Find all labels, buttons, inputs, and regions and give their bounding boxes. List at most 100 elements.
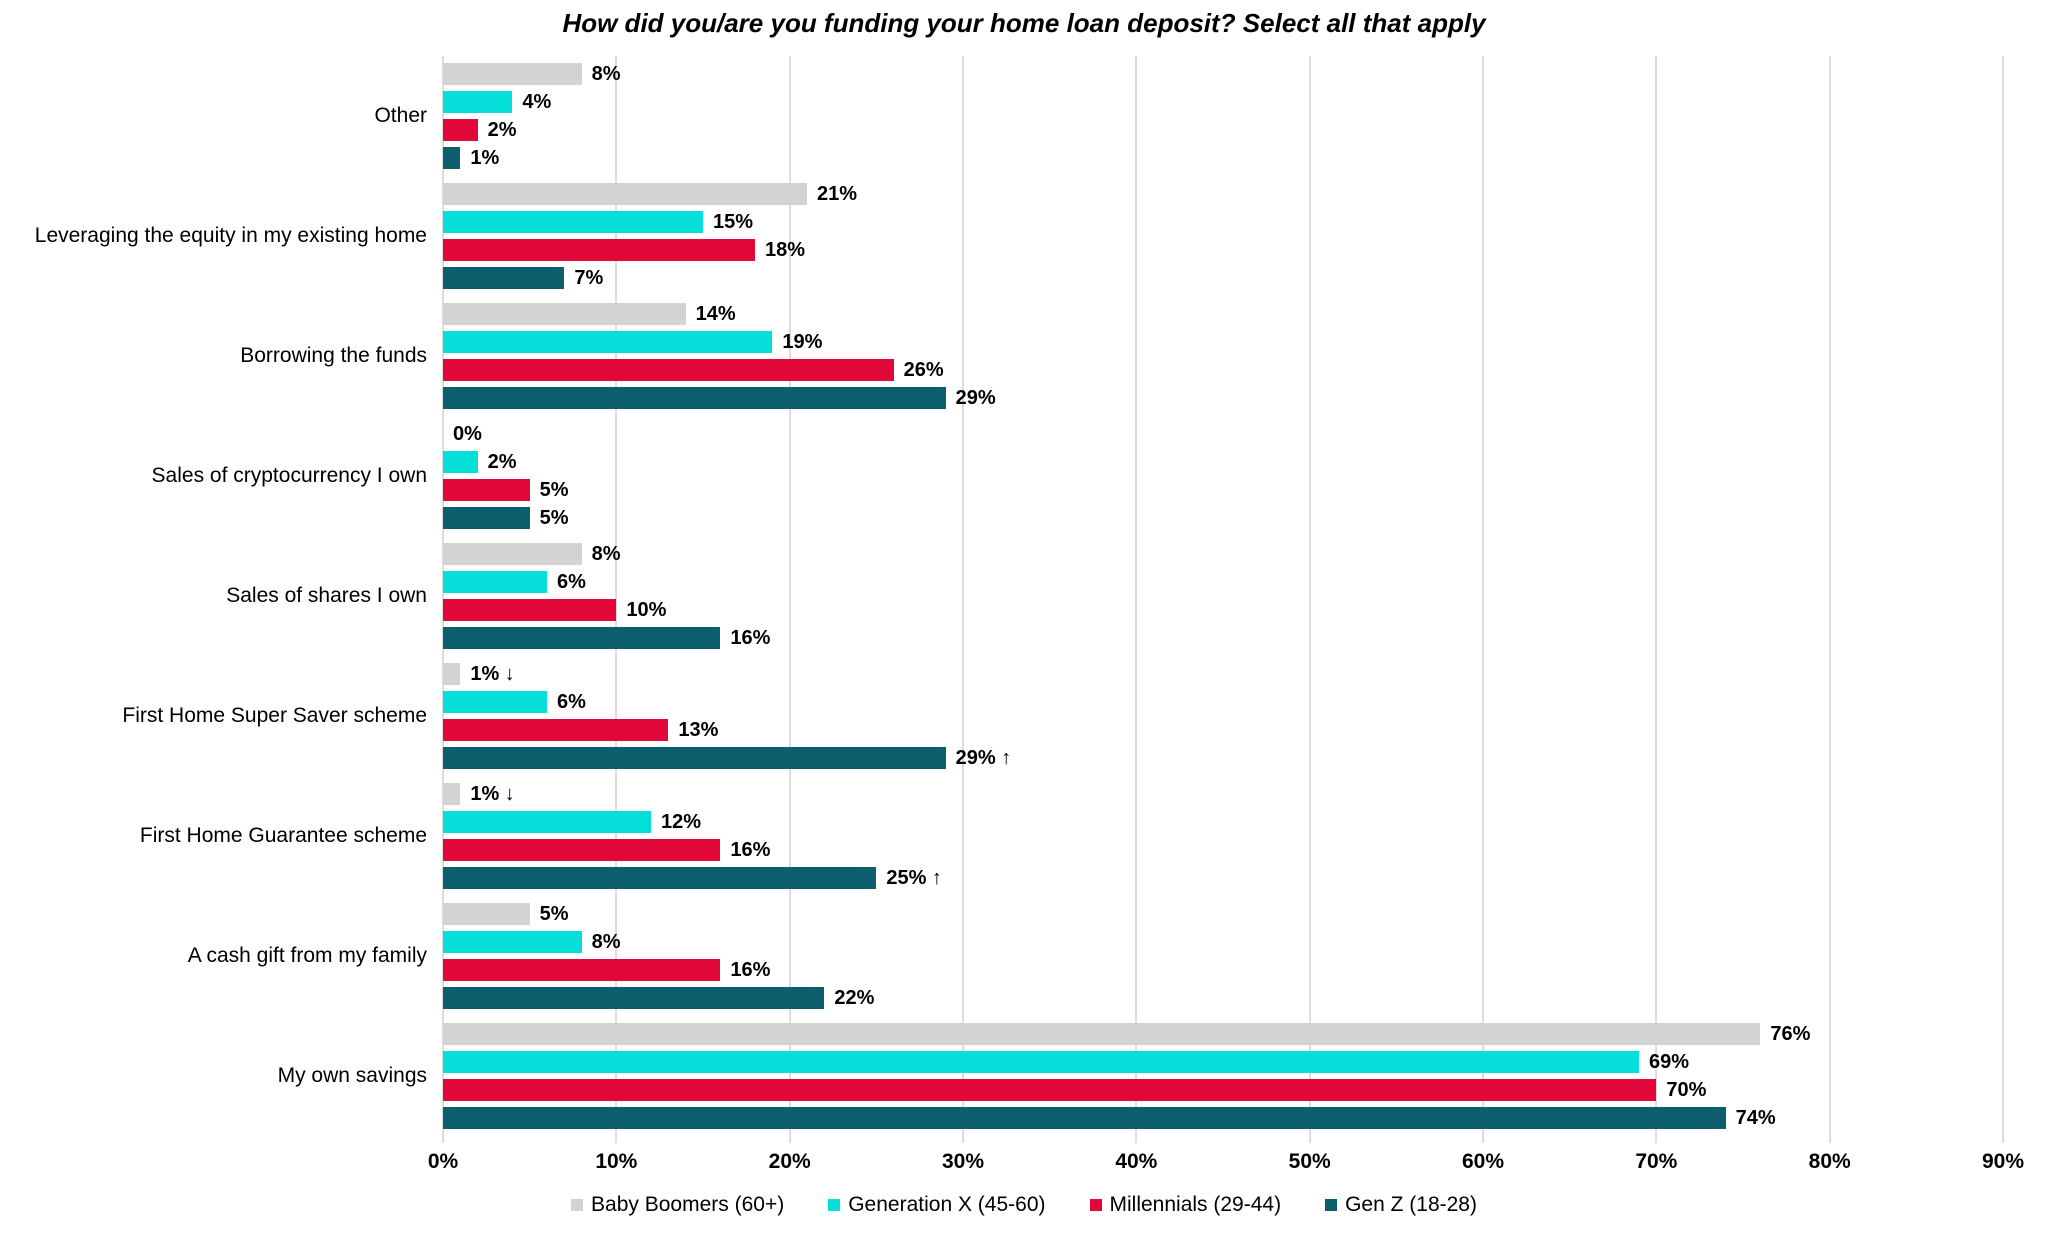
bar [443,1051,1639,1073]
bar [443,691,547,713]
bar [443,571,547,593]
bar [443,959,721,981]
x-tick-label: 0% [427,1150,459,1173]
gridline [788,56,791,1143]
gridline [1308,56,1311,1143]
bar [443,359,894,381]
bar [443,331,773,353]
bar-value-label: 69% [1649,1051,1690,1073]
bar [443,839,721,861]
bar-value-label: 29% [955,387,996,409]
legend-item: Generation X (45-60) [828,1193,1046,1217]
category-label: First Home Guarantee scheme [139,824,427,847]
bar-value-label: 6% [557,691,586,713]
bar-value-label: 16% [730,839,771,861]
gridline [1482,56,1484,1143]
legend-label: Baby Boomers (60+) [591,1193,785,1216]
bar [443,507,530,529]
gridline [1828,56,1831,1143]
bar [443,543,582,565]
bar [443,211,703,233]
bar [443,931,582,953]
gridline [1655,56,1658,1143]
bar-value-label: 2% [487,119,517,141]
legend-swatch [1325,1199,1338,1211]
legend-swatch [828,1199,841,1211]
bar-value-label: 2% [487,451,517,473]
bar-value-label: 1% ↓ [470,663,515,685]
bar [443,183,807,205]
bar [443,303,686,325]
bar-value-label: 8% [591,63,621,85]
bar-value-label: 10% [626,599,667,621]
bar-value-label: 16% [730,959,771,981]
legend-item: Baby Boomers (60+) [571,1193,784,1217]
bar-value-label: 15% [713,211,754,233]
x-tick-label: 50% [1288,1150,1331,1173]
category-label: Other [374,104,427,127]
bar-value-label: 25% ↑ [886,867,942,889]
bar-value-label: 74% [1735,1107,1776,1129]
category-label: A cash gift from my family [187,944,427,967]
bar [443,719,669,741]
bar-value-label: 19% [782,331,823,353]
bar-value-label: 16% [730,627,771,649]
bar-value-label: 13% [678,719,719,741]
bar-value-label: 70% [1666,1079,1707,1101]
category-label: My own savings [277,1064,427,1087]
bar-value-label: 5% [539,507,569,529]
category-label: Sales of cryptocurrency I own [151,464,427,487]
x-tick-label: 60% [1461,1150,1505,1173]
bar [443,783,461,805]
legend-item: Gen Z (18-28) [1325,1193,1477,1217]
x-tick-label: 80% [1808,1150,1851,1173]
bar-value-label: 5% [539,903,569,925]
category-label: Borrowing the funds [240,344,427,367]
bar [443,599,617,621]
bar [443,987,825,1009]
x-tick-label: 20% [768,1150,811,1173]
bar-value-label: 14% [695,303,736,325]
bar-value-label: 22% [834,987,875,1009]
bar [443,663,461,685]
bar-value-label: 12% [661,811,702,833]
gridline [1135,56,1138,1143]
bar [443,267,565,289]
category-label: Sales of shares I own [226,584,427,607]
bar-value-label: 18% [765,239,806,261]
gridline [962,56,964,1143]
gridline [615,56,618,1143]
bar-value-label: 21% [817,183,858,205]
legend-swatch [1089,1199,1102,1211]
bar [443,451,478,473]
x-tick-label: 30% [941,1150,985,1173]
bar-value-label: 29% ↑ [955,747,1012,769]
legend-item: Millennials (29-44) [1089,1193,1281,1217]
bar [443,63,582,85]
x-tick-label: 90% [1981,1150,2025,1173]
bar-value-label: 8% [591,931,621,953]
bar-value-label: 1% [470,147,500,169]
bar-value-label: 76% [1770,1023,1811,1045]
category-label: First Home Super Saver scheme [122,704,427,727]
bar-value-label: 5% [539,479,569,501]
legend-swatch [571,1199,584,1211]
bar [443,903,530,925]
bar-value-label: 4% [522,91,552,113]
bar-value-label: 0% [453,423,482,445]
legend-label: Gen Z (18-28) [1345,1193,1477,1216]
bar [443,811,651,833]
bar [443,91,513,113]
bar [443,239,755,261]
legend: Baby Boomers (60+) Generation X (45-60) Mi… [0,1193,2048,1217]
bar-value-label: 1% ↓ [470,783,515,805]
x-tick-label: 70% [1635,1150,1678,1173]
bar [443,747,946,769]
bar [443,627,721,649]
plot-area: 8% 4% 2% 1% 21% 15% 18% 7% 14% 19% 26% 29% 0% 2% 5% 5% 8… [442,56,2023,1143]
bar-value-label: 6% [557,571,586,593]
bar [443,387,946,409]
bar-value-label: 26% [903,359,944,381]
bar-value-label: 8% [591,543,621,565]
